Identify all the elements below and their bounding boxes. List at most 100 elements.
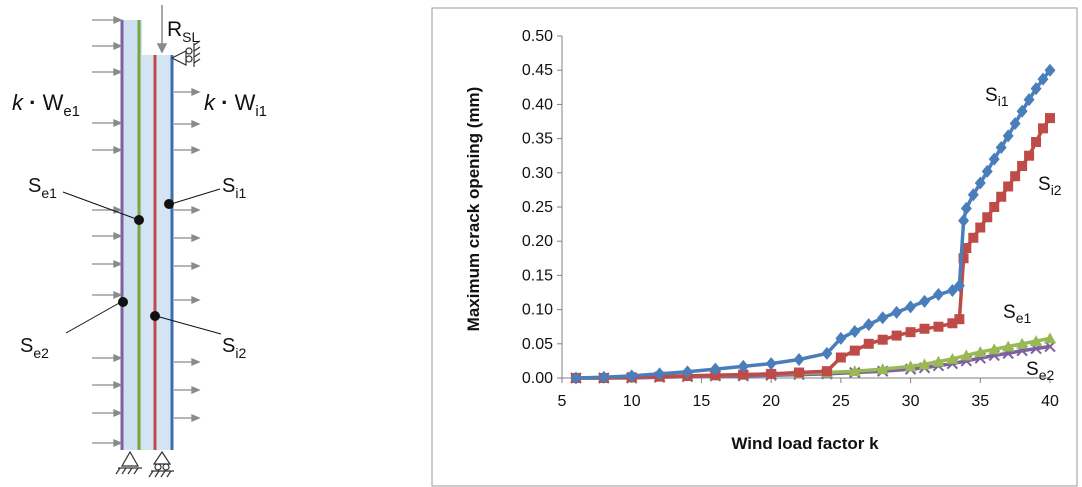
exterior-load-label: k · We1 — [12, 90, 80, 120]
data-point — [849, 345, 860, 356]
interior-wind-arrows — [174, 88, 201, 422]
data-point — [996, 191, 1007, 202]
y-tick-label: 0.40 — [522, 96, 553, 113]
data-point — [1037, 72, 1049, 86]
reaction-label: RSL — [167, 18, 200, 45]
data-point — [953, 279, 965, 293]
data-point — [1045, 113, 1055, 124]
data-point — [1038, 123, 1049, 134]
data-point — [1030, 82, 1042, 96]
data-point — [1044, 63, 1056, 77]
data-point — [654, 367, 666, 381]
series-label-si2: Si2 — [1038, 174, 1062, 198]
data-point — [709, 362, 721, 376]
data-point — [975, 222, 986, 233]
data-point — [765, 357, 777, 371]
data-point — [626, 369, 638, 383]
data-point — [919, 323, 930, 334]
data-point — [982, 212, 993, 223]
y-axis-title: Maximum crack opening (mm) — [464, 87, 483, 332]
x-tick-label: 30 — [902, 393, 920, 410]
data-point — [863, 338, 874, 349]
data-point — [947, 318, 958, 329]
data-point — [891, 330, 902, 341]
data-point — [849, 324, 861, 338]
point-label-se1: Se1 — [28, 175, 57, 201]
data-point — [1009, 117, 1021, 131]
data-point — [766, 368, 777, 379]
series-label-se2: Se2 — [1026, 359, 1054, 383]
interior-load-label: k · Wi1 — [204, 90, 267, 120]
data-point — [1016, 104, 1028, 118]
data-point — [737, 359, 749, 373]
data-point — [974, 346, 987, 358]
chart: 0.00 0.05 0.10 0.15 0.20 0.25 0.30 0.35 0.40 0.45… — [522, 28, 1062, 410]
data-point — [954, 314, 965, 325]
data-point — [835, 331, 847, 345]
data-point — [981, 164, 993, 178]
y-tick-label: 0.05 — [522, 336, 553, 353]
data-point — [905, 300, 917, 314]
data-point — [974, 176, 986, 190]
data-point — [960, 349, 973, 361]
point-label-se2: Se2 — [20, 335, 49, 361]
data-point — [681, 365, 693, 379]
data-point — [1017, 160, 1028, 171]
y-tick-label: 0.10 — [522, 302, 553, 319]
x-tick-label: 35 — [971, 393, 989, 410]
x-tick-label: 25 — [832, 393, 850, 410]
y-tick-label: 0.20 — [522, 233, 553, 250]
bottom-roller-support-icon — [148, 450, 174, 478]
data-point — [967, 188, 979, 202]
measurement-points — [62, 188, 222, 335]
x-axis-title: Wind load factor k — [731, 434, 879, 453]
x-tick-label: 5 — [558, 393, 567, 410]
data-point — [1024, 150, 1035, 161]
data-point — [989, 202, 1000, 212]
data-point — [946, 283, 958, 297]
data-point — [958, 253, 969, 264]
x-tick-label: 15 — [693, 393, 711, 410]
data-point — [1030, 335, 1043, 347]
y-tick-label: 0.15 — [522, 267, 553, 284]
data-point — [1031, 137, 1042, 148]
data-point — [793, 353, 805, 367]
data-point — [958, 214, 970, 228]
series-label-si1: Si1 — [985, 85, 1009, 109]
data-point — [738, 369, 749, 380]
top-roller-support-icon — [170, 40, 201, 67]
data-point — [988, 152, 1000, 166]
data-point — [961, 243, 972, 254]
outer-leaf — [122, 20, 142, 450]
data-point — [835, 352, 846, 363]
wall-diagram: RSL — [12, 5, 267, 478]
data-point — [877, 311, 889, 325]
data-point — [1002, 340, 1015, 352]
y-tick-label: 0.35 — [522, 131, 553, 148]
reaction-arrow — [156, 5, 168, 54]
data-point — [932, 288, 944, 302]
inner-leaf — [142, 55, 172, 450]
data-point — [1016, 337, 1029, 349]
data-point — [1010, 171, 1021, 182]
data-point — [960, 201, 972, 215]
data-point — [968, 232, 979, 243]
data-point — [995, 140, 1007, 154]
series-line — [575, 69, 1052, 380]
series-si1 — [570, 63, 1056, 385]
series-label-se1: Se1 — [1003, 302, 1031, 326]
data-point — [919, 294, 931, 308]
data-point — [570, 371, 582, 385]
data-point — [1044, 332, 1056, 344]
data-point — [932, 355, 945, 367]
data-point — [794, 367, 805, 378]
y-tick-label: 0.00 — [522, 370, 553, 387]
data-point — [1023, 93, 1035, 107]
bottom-pin-support-icon — [115, 450, 142, 475]
y-tick-label: 0.25 — [522, 199, 553, 216]
data-point — [877, 334, 888, 345]
data-point — [876, 363, 889, 375]
data-point — [1002, 129, 1014, 143]
y-tick-label: 0.50 — [522, 28, 553, 45]
data-point — [988, 343, 1001, 355]
